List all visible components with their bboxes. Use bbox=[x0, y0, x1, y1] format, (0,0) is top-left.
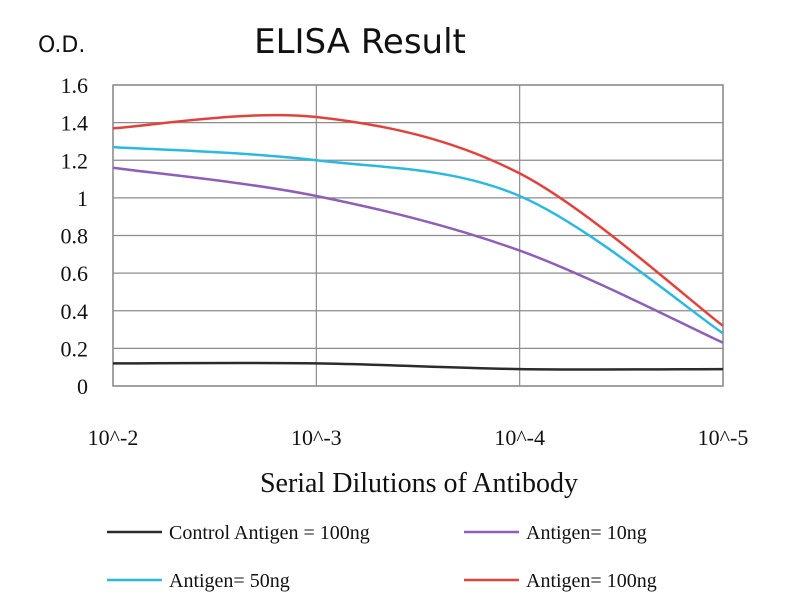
y-tick-label: 0 bbox=[77, 374, 88, 399]
series-line-3 bbox=[112, 145, 724, 335]
y-tick-label: 0.8 bbox=[61, 224, 89, 249]
x-tick-label: 10^-5 bbox=[698, 425, 749, 450]
grid bbox=[112, 84, 724, 387]
x-axis-ticks: 10^-2 10^-3 10^-4 10^-5 bbox=[88, 425, 749, 450]
x-tick-label: 10^-3 bbox=[291, 425, 342, 450]
legend-label-3: Antigen= 50ng bbox=[169, 570, 290, 592]
y-axis-ticks: 0 0.2 0.4 0.6 0.8 1 1.2 1.4 1.6 bbox=[61, 73, 89, 399]
y-tick-label: 1.2 bbox=[61, 148, 89, 173]
x-tick-label: 10^-4 bbox=[494, 425, 545, 450]
legend-label-1: Control Antigen = 100ng bbox=[169, 522, 370, 544]
legend: Control Antigen = 100ng Antigen= 10ng Anti… bbox=[107, 522, 657, 592]
series-lines bbox=[112, 113, 724, 371]
y-tick-label: 1.6 bbox=[61, 73, 89, 98]
y-axis-label: O.D. bbox=[38, 33, 85, 58]
plot-area-border bbox=[112, 84, 724, 387]
y-tick-label: 1.4 bbox=[61, 111, 89, 136]
legend-label-2: Antigen= 10ng bbox=[526, 522, 647, 544]
y-tick-label: 0.4 bbox=[61, 299, 89, 324]
y-tick-label: 0.6 bbox=[61, 261, 89, 286]
chart-title: ELISA Result bbox=[254, 22, 466, 62]
legend-label-4: Antigen= 100ng bbox=[526, 570, 657, 592]
series-line-4 bbox=[112, 113, 724, 327]
y-tick-label: 0.2 bbox=[61, 336, 89, 361]
series-line-2 bbox=[112, 166, 724, 344]
y-tick-label: 1 bbox=[77, 186, 88, 211]
series-line-1 bbox=[112, 361, 724, 371]
x-axis-label: Serial Dilutions of Antibody bbox=[260, 468, 578, 499]
x-tick-label: 10^-2 bbox=[88, 425, 139, 450]
